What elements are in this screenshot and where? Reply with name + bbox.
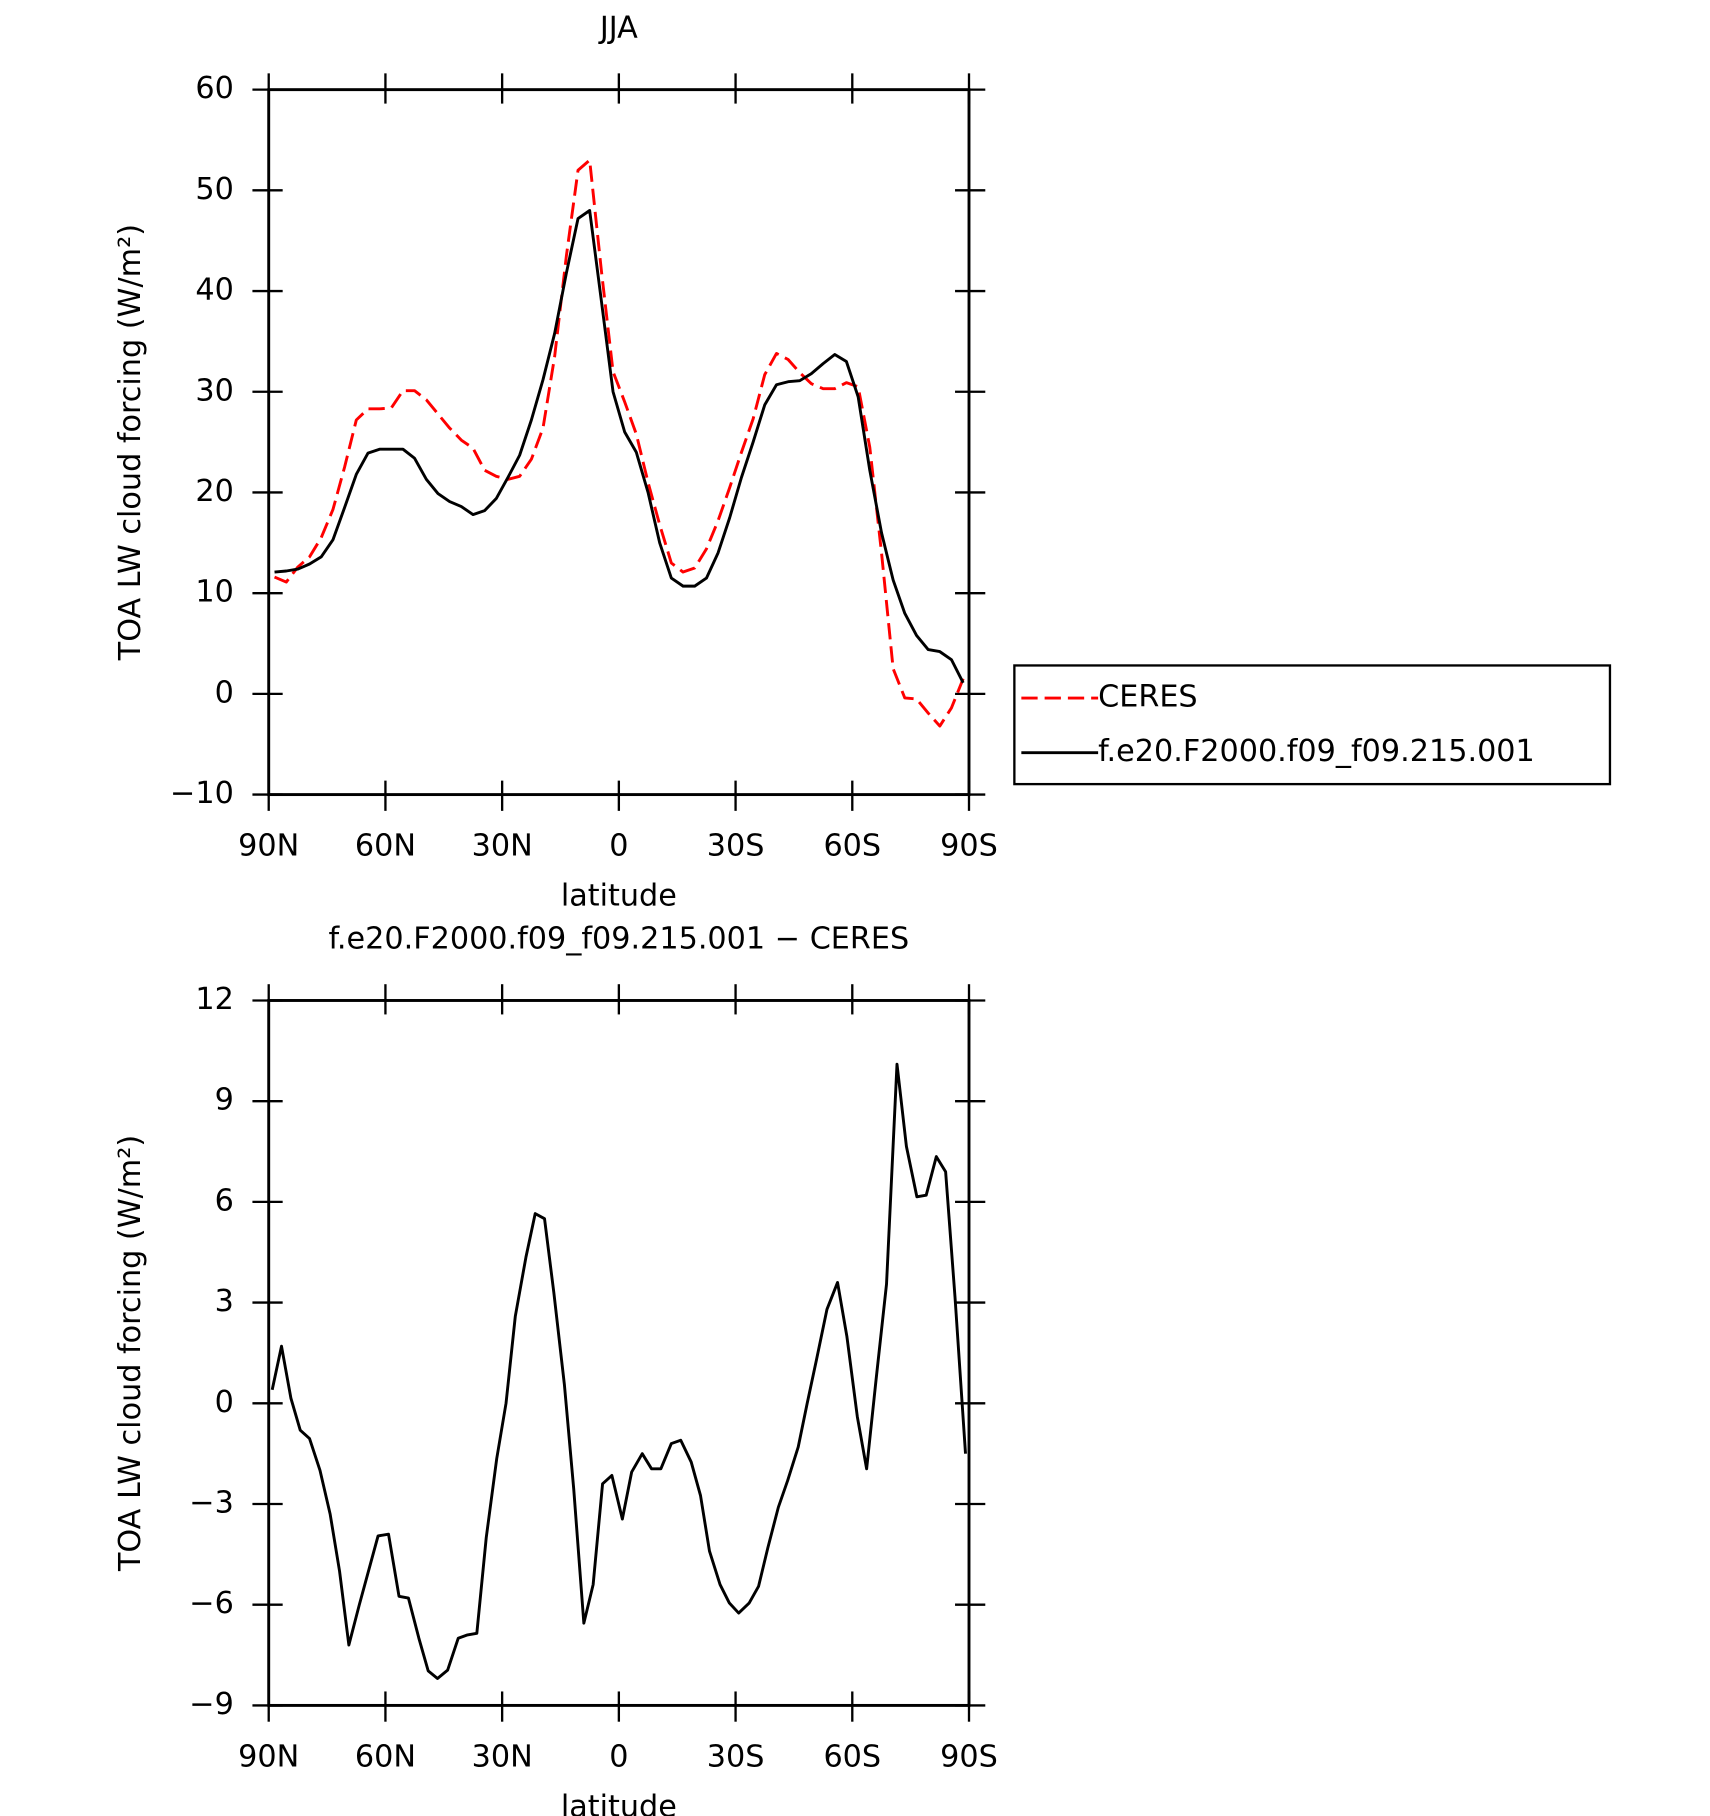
y-tick-label: −6: [189, 1586, 234, 1621]
y-tick-label: −9: [189, 1687, 234, 1722]
x-tick-label: 30N: [472, 1739, 533, 1774]
legend-label: CERES: [1098, 680, 1198, 715]
y-tick-label: 20: [195, 474, 233, 509]
y-tick-label: 3: [215, 1284, 234, 1319]
x-tick-label: 60N: [355, 1739, 416, 1774]
x-tick-label: 90N: [238, 1739, 299, 1774]
plot-frame: [267, 88, 971, 797]
y-tick-label: 50: [195, 172, 233, 207]
y-tick-label: −10: [170, 776, 234, 811]
x-tick-label: 0: [609, 828, 628, 863]
y-tick-label: −3: [189, 1486, 234, 1521]
legend-label: f.e20.F2000.f09_f09.215.001: [1098, 734, 1535, 769]
y-tick-label: 6: [215, 1183, 234, 1218]
x-tick-label: 90N: [238, 828, 299, 863]
x-tick-label: 30S: [707, 828, 765, 863]
x-tick-label: 60N: [355, 828, 416, 863]
y-tick-label: 60: [195, 71, 233, 106]
y-tick-label: 30: [195, 373, 233, 408]
y-tick-label: 10: [195, 575, 233, 610]
y-tick-label: 0: [215, 675, 234, 710]
y-axis-label: TOA LW cloud forcing (W/m²): [113, 1135, 148, 1572]
x-tick-label: 90S: [940, 828, 998, 863]
x-tick-label: 60S: [823, 1739, 881, 1774]
data-line: [270, 1062, 967, 1681]
x-tick-label: 0: [609, 1739, 628, 1774]
y-tick-label: 40: [195, 273, 233, 308]
chart-title: JJA: [598, 11, 638, 46]
legend-box: [1013, 664, 1612, 786]
y-tick-label: 0: [215, 1385, 234, 1420]
x-tick-label: 60S: [823, 828, 881, 863]
data-line: [274, 209, 965, 684]
x-tick-label: 30N: [472, 828, 533, 863]
x-axis-label: latitude: [561, 1789, 677, 1816]
chart-title: f.e20.F2000.f09_f09.215.001 − CERES: [328, 921, 909, 956]
x-tick-label: 30S: [707, 1739, 765, 1774]
y-tick-label: 9: [215, 1083, 234, 1118]
plot-frame: [267, 999, 971, 1707]
y-tick-label: 12: [195, 982, 233, 1017]
data-line: [273, 158, 965, 728]
x-tick-label: 90S: [940, 1739, 998, 1774]
x-axis-label: latitude: [561, 878, 677, 913]
y-axis-label: TOA LW cloud forcing (W/m²): [113, 224, 148, 661]
